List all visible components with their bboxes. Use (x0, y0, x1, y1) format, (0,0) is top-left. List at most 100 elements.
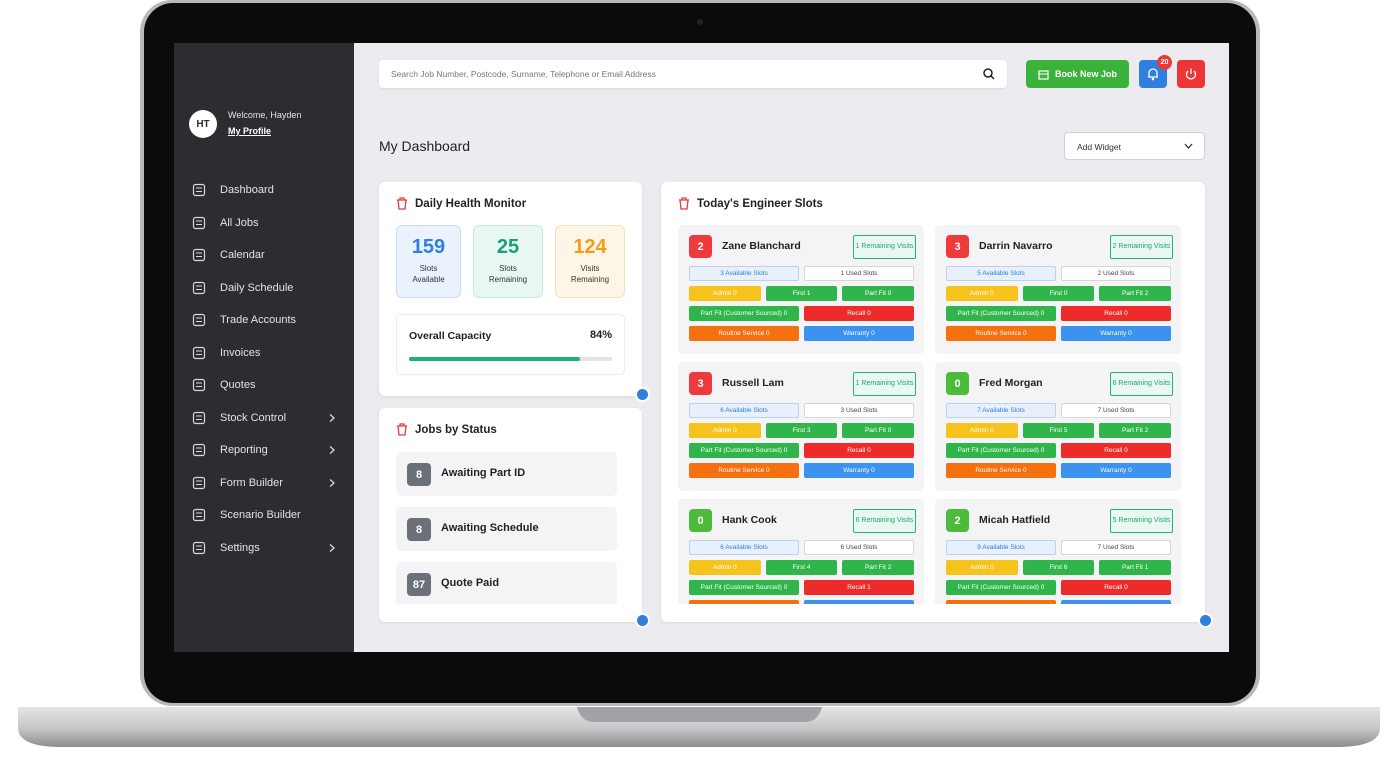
capacity-bar (409, 357, 580, 361)
nav-label: Calendar (220, 249, 265, 261)
nav-label: Stock Control (220, 411, 287, 424)
slot-grid: 5 Available Slots 2 Used Slots Admin 0 Firs… (946, 266, 1171, 341)
profile-link[interactable]: My Profile (228, 126, 272, 136)
nav-item[interactable]: Stock Control (190, 406, 346, 430)
resize-handle[interactable] (635, 387, 650, 402)
slot-summary: 3 Available Slots (689, 266, 799, 281)
slot-grid: 9 Available Slots 7 Used Slots Admin 0 Firs… (946, 540, 1171, 604)
job-label: Quote Paid (441, 577, 500, 589)
slot-tag (803, 600, 914, 604)
slot-tag: First 1 (765, 286, 838, 301)
nav-item[interactable]: Reporting (190, 438, 346, 462)
slot-tag: Part Fit 0 (842, 286, 914, 301)
slot-tag: Part Fit 2 (1099, 286, 1171, 301)
slot-tag: Part Fit (Customer Sourced) 0 (689, 443, 799, 458)
slot-tag: Routine Service 0 (946, 326, 1056, 341)
search-icon (983, 68, 995, 80)
nav-item[interactable]: Dashboard (190, 178, 346, 202)
stat-value: 25 (496, 236, 520, 258)
logout-button[interactable] (1177, 60, 1205, 88)
widget-select[interactable]: Add Widget (1064, 132, 1205, 160)
remaining-visits: 1 Remaining Visits (853, 372, 916, 396)
nav-icon (192, 248, 206, 262)
card-title: Daily Health Monitor (415, 198, 527, 210)
nav-item[interactable]: Quotes (190, 373, 346, 397)
nav-item[interactable]: Trade Accounts (190, 308, 346, 332)
nav-label: Settings (220, 541, 260, 554)
capacity-track (409, 357, 612, 361)
engineer-card: 0 Hank Cook 6 Remaining Visits 6 Available … (678, 499, 924, 604)
stat-box: 25 Slots Remaining (473, 225, 543, 298)
search-placeholder: Search Job Number, Postcode, Surname, Te… (391, 69, 656, 79)
nav-item[interactable]: Daily Schedule (190, 276, 346, 300)
nav-icon (192, 541, 206, 554)
nav-icon (192, 411, 206, 424)
slot-summary: 7 Available Slots (946, 403, 1056, 418)
book-button-label: Book New Job (1054, 69, 1117, 79)
resize-handle[interactable] (635, 613, 650, 628)
nav-label: Form Builder (220, 476, 283, 489)
stat-label: Slots Remaining (488, 264, 528, 284)
slot-tag: Part Fit 0 (842, 423, 914, 438)
nav-item[interactable]: Invoices (190, 341, 346, 365)
chevron (329, 446, 335, 454)
slot-tag: First 4 (765, 560, 838, 575)
slot-tag: Part Fit 2 (842, 560, 914, 575)
slot-tag: Admin 0 (689, 560, 761, 575)
search-box[interactable]: Search Job Number, Postcode, Surname, Te… (379, 60, 1007, 88)
job-count: 8 (407, 518, 431, 541)
book-button[interactable]: Book New Job (1026, 60, 1129, 88)
notification-count: 20 (1157, 55, 1172, 70)
slot-summary: 1 Used Slots (803, 266, 914, 281)
notifications-button[interactable]: 20 (1139, 55, 1172, 88)
nav-item[interactable]: Scenario Builder (190, 503, 346, 527)
slot-tag: Part Fit (Customer Sourced) 0 (689, 580, 799, 595)
bell-icon (1148, 68, 1158, 81)
trash-icon[interactable] (396, 423, 408, 436)
slot-tag: First 0 (1022, 286, 1095, 301)
chevron (329, 478, 335, 487)
slot-summary: 2 Used Slots (1060, 266, 1171, 281)
resize-handle[interactable] (1198, 613, 1213, 628)
nav-icon (192, 443, 206, 457)
engineer-list: 2 Zane Blanchard 1 Remaining Visits 3 Avail… (661, 182, 1205, 604)
job-row[interactable]: 8 Awaiting Part ID (396, 452, 617, 496)
engineer-name: Russell Lam (722, 377, 784, 389)
nav-item[interactable]: Form Builder (190, 471, 346, 495)
slot-tag: Recall 0 (1060, 580, 1171, 595)
nav-item[interactable]: Settings (190, 536, 346, 560)
trash-icon[interactable] (396, 197, 408, 210)
nav-icon (192, 216, 206, 229)
stat-value: 124 (573, 236, 607, 258)
capacity-box: Overall Capacity 84% (396, 314, 625, 375)
slot-tag: Recall 1 (803, 580, 914, 595)
engineer-count: 2 (946, 509, 969, 532)
slot-summary: 9 Available Slots (946, 540, 1056, 555)
nav-label: Dashboard (220, 184, 274, 196)
remaining-visits: 1 Remaining Visits (853, 235, 916, 259)
job-label: Awaiting Schedule (441, 522, 539, 534)
card-title: Today's Engineer Slots (697, 198, 823, 210)
slot-grid: 6 Available Slots 6 Used Slots Admin 0 Firs… (689, 540, 914, 604)
slot-tag (689, 600, 799, 604)
job-row[interactable]: 8 Awaiting Schedule (396, 507, 617, 551)
slot-tag: Warranty 0 (803, 463, 914, 478)
slot-summary: 7 Used Slots (1060, 403, 1171, 418)
nav-label: Reporting (220, 444, 268, 456)
nav-item[interactable]: Calendar (190, 243, 346, 267)
slot-tag: Admin 0 (689, 423, 761, 438)
slot-tag: Routine Service 0 (689, 326, 799, 341)
engineer-name: Hank Cook (722, 514, 777, 526)
avatar: HT (189, 110, 217, 138)
engineer-count: 2 (689, 235, 712, 258)
job-row[interactable]: 87 Quote Paid (396, 562, 617, 604)
nav-item[interactable]: All Jobs (190, 211, 346, 235)
slot-tag: First 5 (1022, 423, 1095, 438)
nav-icon (192, 183, 206, 197)
stat-value: 159 (411, 236, 446, 258)
slot-tag: Warranty 0 (803, 326, 914, 341)
slot-tag: Recall 0 (1060, 443, 1171, 458)
nav-icon (192, 508, 206, 522)
trash-icon[interactable] (678, 197, 690, 210)
